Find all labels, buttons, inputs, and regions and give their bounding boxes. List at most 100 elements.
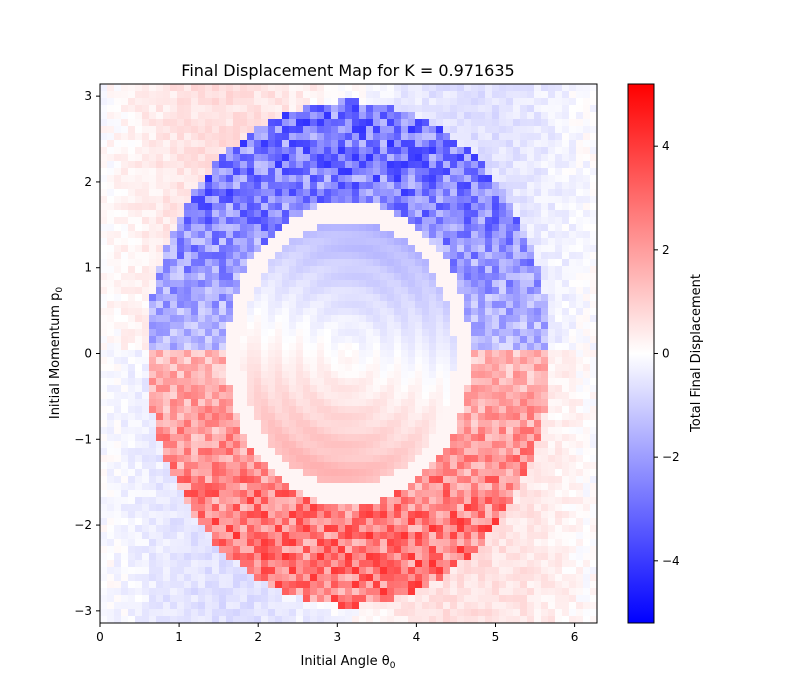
heatmap-cell	[142, 196, 150, 204]
heatmap-cell	[429, 252, 437, 260]
heatmap-cell	[114, 518, 122, 526]
heatmap-cell	[331, 567, 339, 575]
heatmap-cell	[541, 308, 549, 316]
heatmap-cell	[359, 84, 367, 92]
heatmap-cell	[254, 273, 262, 281]
heatmap-cell	[177, 336, 185, 344]
heatmap-cell	[121, 112, 129, 120]
heatmap-cell	[352, 329, 360, 337]
heatmap-cell	[114, 385, 122, 393]
heatmap-cell	[275, 609, 283, 617]
heatmap-cell	[359, 588, 367, 596]
heatmap-cell	[394, 602, 402, 610]
heatmap-cell	[114, 217, 122, 225]
heatmap-cell	[499, 574, 507, 582]
heatmap-cell	[261, 322, 269, 330]
heatmap-cell	[331, 119, 339, 127]
heatmap-cell	[226, 189, 234, 197]
heatmap-cell	[415, 287, 423, 295]
heatmap-cell	[443, 595, 451, 603]
heatmap-cell	[254, 546, 262, 554]
heatmap-cell	[177, 413, 185, 421]
heatmap-cell	[128, 413, 136, 421]
heatmap-cell	[443, 448, 451, 456]
heatmap-cell	[429, 518, 437, 526]
heatmap-cell	[478, 294, 486, 302]
heatmap-cell	[317, 133, 325, 141]
heatmap-cell	[310, 336, 318, 344]
heatmap-cell	[492, 217, 500, 225]
heatmap-cell	[170, 609, 178, 617]
heatmap-cell	[289, 567, 297, 575]
heatmap-cell	[527, 483, 535, 491]
heatmap-cell	[478, 490, 486, 498]
heatmap-cell	[520, 245, 528, 253]
heatmap-cell	[177, 378, 185, 386]
heatmap-cell	[205, 119, 213, 127]
heatmap-cell	[114, 98, 122, 106]
heatmap-cell	[212, 518, 220, 526]
heatmap-cell	[534, 315, 542, 323]
heatmap-cell	[499, 378, 507, 386]
heatmap-cell	[282, 224, 290, 232]
heatmap-cell	[492, 329, 500, 337]
heatmap-cell	[345, 119, 353, 127]
heatmap-cell	[219, 168, 227, 176]
heatmap-cell	[275, 588, 283, 596]
heatmap-cell	[240, 343, 248, 351]
heatmap-cell	[359, 287, 367, 295]
heatmap-cell	[135, 378, 143, 386]
heatmap-cell	[387, 455, 395, 463]
heatmap-cell	[240, 546, 248, 554]
heatmap-cell	[226, 462, 234, 470]
heatmap-cell	[135, 504, 143, 512]
heatmap-cell	[401, 553, 409, 561]
heatmap-cell	[163, 280, 171, 288]
heatmap-cell	[373, 266, 381, 274]
heatmap-cell	[471, 539, 479, 547]
heatmap-cell	[387, 441, 395, 449]
heatmap-cell	[436, 119, 444, 127]
heatmap-cell	[345, 616, 353, 623]
heatmap-cell	[527, 112, 535, 120]
heatmap-cell	[149, 574, 157, 582]
heatmap-cell	[233, 175, 241, 183]
heatmap-cell	[142, 287, 150, 295]
heatmap-cell	[513, 560, 521, 568]
heatmap-cell	[177, 133, 185, 141]
heatmap-cell	[268, 399, 276, 407]
heatmap-cell	[401, 175, 409, 183]
heatmap-cell	[128, 602, 136, 610]
heatmap-cell	[191, 273, 199, 281]
heatmap-cell	[233, 91, 241, 99]
heatmap-cell	[142, 518, 150, 526]
heatmap-cell	[380, 308, 388, 316]
heatmap-cell	[170, 273, 178, 281]
heatmap-cell	[254, 371, 262, 379]
heatmap-cell	[296, 476, 304, 484]
heatmap-cell	[338, 105, 346, 113]
heatmap-cell	[261, 567, 269, 575]
heatmap-cell	[485, 595, 493, 603]
heatmap-cell	[373, 616, 381, 623]
heatmap-cell	[450, 490, 458, 498]
heatmap-cell	[170, 252, 178, 260]
heatmap-cell	[457, 399, 465, 407]
heatmap-cell	[240, 175, 248, 183]
heatmap-cell	[359, 518, 367, 526]
heatmap-cell	[359, 238, 367, 246]
heatmap-cell	[331, 364, 339, 372]
heatmap-cell	[366, 308, 374, 316]
heatmap-cell	[114, 532, 122, 540]
heatmap-cell	[205, 427, 213, 435]
heatmap-cell	[100, 182, 108, 190]
heatmap-cell	[359, 525, 367, 533]
heatmap-cell	[457, 273, 465, 281]
heatmap-cell	[261, 210, 269, 218]
heatmap-cell	[380, 105, 388, 113]
heatmap-cell	[408, 567, 416, 575]
heatmap-cell	[366, 546, 374, 554]
heatmap-cell	[247, 525, 255, 533]
heatmap-cell	[296, 434, 304, 442]
heatmap-cell	[114, 462, 122, 470]
